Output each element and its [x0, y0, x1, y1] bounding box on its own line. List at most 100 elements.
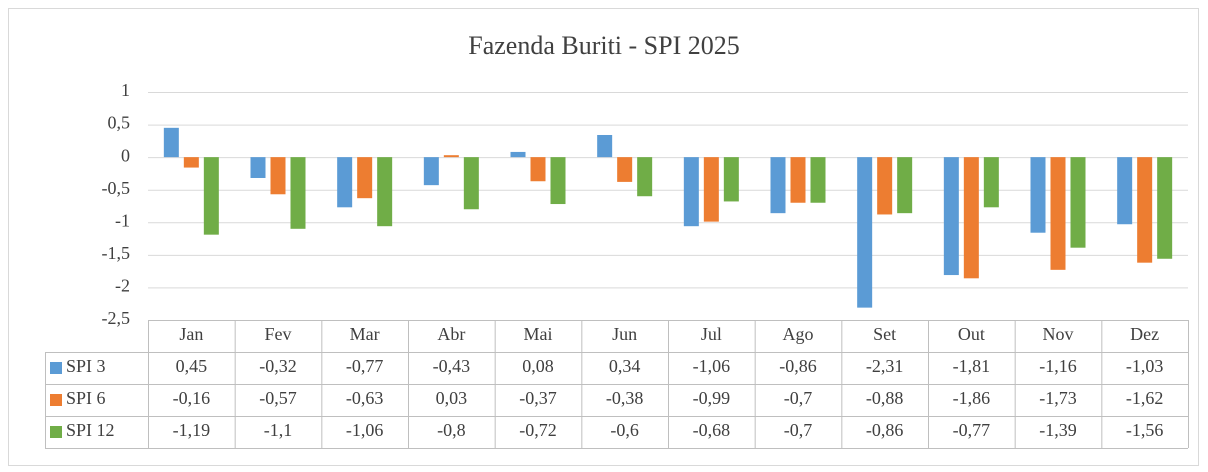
y-tick-label: -2,5 [102, 308, 131, 328]
table-cell: -1,39 [1039, 420, 1077, 440]
chart-border [8, 8, 1199, 466]
table-cell: -0,77 [953, 420, 991, 440]
bar [510, 151, 526, 158]
bar [290, 157, 306, 229]
bar [683, 157, 699, 227]
table-cell: 0,03 [436, 388, 468, 408]
bar [337, 157, 353, 208]
table-cell: -0,86 [866, 420, 904, 440]
bar [1137, 157, 1153, 263]
table-cell: -1,81 [953, 356, 991, 376]
table-cell: -0,38 [606, 388, 644, 408]
bar [1070, 157, 1086, 248]
table-cell: -1,1 [264, 420, 293, 440]
bar [810, 157, 826, 203]
bar [423, 157, 439, 186]
bar [617, 157, 633, 182]
x-tick-label: Mai [524, 324, 553, 344]
y-tick-label: 0 [121, 145, 130, 165]
bar [723, 157, 739, 202]
table-cell: -1,73 [1039, 388, 1077, 408]
table-cell: -1,03 [1126, 356, 1164, 376]
table-cell: -0,86 [779, 356, 817, 376]
x-tick-label: Ago [783, 324, 814, 344]
table-cell: -0,32 [259, 356, 297, 376]
table-cell: -0,99 [693, 388, 731, 408]
bar [770, 157, 786, 214]
bar [163, 127, 179, 158]
table-cell: -1,06 [693, 356, 731, 376]
x-tick-label: Abr [437, 324, 465, 344]
table-cell: -0,88 [866, 388, 904, 408]
table-cell: -0,7 [784, 388, 813, 408]
bar [983, 157, 999, 208]
legend-label: SPI 6 [66, 388, 106, 408]
table-cell: -1,19 [173, 420, 211, 440]
legend-label: SPI 3 [66, 356, 106, 376]
x-tick-label: Jan [179, 324, 203, 344]
x-tick-label: Dez [1130, 324, 1159, 344]
table-cell: -0,6 [610, 420, 639, 440]
legend-key [50, 426, 62, 438]
bar [1050, 157, 1066, 270]
bar [857, 157, 873, 308]
bar [530, 157, 546, 182]
bar [443, 155, 459, 158]
table-cell: -1,16 [1039, 356, 1077, 376]
bar [877, 157, 893, 215]
table-cell: -0,57 [259, 388, 297, 408]
bar [203, 157, 219, 235]
y-tick-label: -1 [115, 210, 130, 230]
table-cell: -0,16 [173, 388, 211, 408]
table-cell: -0,68 [693, 420, 731, 440]
bar [703, 157, 719, 222]
table-cell: -0,37 [519, 388, 557, 408]
table-cell: -0,72 [519, 420, 557, 440]
bar [963, 157, 979, 279]
table-cell: -0,77 [346, 356, 384, 376]
bar [1117, 157, 1133, 225]
table-cell: -2,31 [866, 356, 904, 376]
table-cell: -0,43 [433, 356, 471, 376]
table-cell: -1,86 [953, 388, 991, 408]
bar [550, 157, 566, 205]
bar [270, 157, 286, 195]
bar [637, 157, 653, 197]
bar [377, 157, 393, 227]
bar [597, 134, 613, 158]
y-tick-label: 0,5 [108, 113, 131, 133]
legend-label: SPI 12 [66, 420, 115, 440]
x-tick-label: Set [873, 324, 896, 344]
y-tick-label: -1,5 [102, 243, 131, 263]
table-cell: 0,45 [176, 356, 208, 376]
y-tick-label: 1 [121, 80, 130, 100]
x-tick-label: Nov [1043, 324, 1074, 344]
table-cell: -1,56 [1126, 420, 1164, 440]
table-cell: -1,62 [1126, 388, 1164, 408]
x-tick-label: Out [958, 324, 985, 344]
bar [183, 157, 199, 168]
table-cell: 0,34 [609, 356, 641, 376]
bar [790, 157, 806, 203]
table-cell: 0,08 [522, 356, 554, 376]
legend-key [50, 362, 62, 374]
x-tick-label: Mar [350, 324, 380, 344]
bar [357, 157, 373, 199]
x-tick-label: Jun [612, 324, 637, 344]
chart-title: Fazenda Buriti - SPI 2025 [468, 31, 740, 60]
bar [897, 157, 913, 214]
x-tick-label: Jul [701, 324, 722, 344]
table-cell: -0,8 [437, 420, 466, 440]
legend-key [50, 394, 62, 406]
bar [1030, 157, 1046, 233]
x-tick-label: Fev [265, 324, 292, 344]
table-cell: -1,06 [346, 420, 384, 440]
table-cell: -0,7 [784, 420, 813, 440]
table-cell: -0,63 [346, 388, 384, 408]
bar [463, 157, 479, 210]
bar [1157, 157, 1173, 259]
bar [943, 157, 959, 276]
y-tick-label: -0,5 [102, 178, 131, 198]
